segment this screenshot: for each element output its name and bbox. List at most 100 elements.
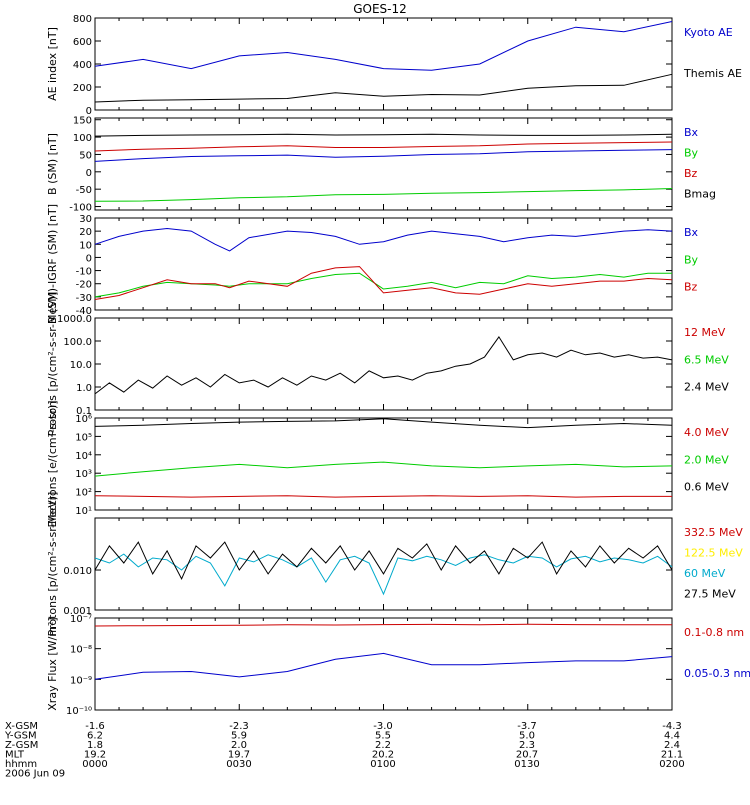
y-tick-label: 10³ — [75, 469, 92, 480]
footer-value: -4.3 — [662, 721, 682, 732]
y-tick-label: 0.1 — [76, 406, 92, 417]
series-line-0-6-mev — [94, 418, 673, 429]
footer-ephemeris: X-GSM -1.6 -2.3 -3.0 -3.7 -4.3 Y-GSM 6.2 5.9 5.5 5… — [4, 721, 685, 780]
y-axis-label: AE index [nT] — [46, 27, 59, 101]
footer-value: 0130 — [514, 759, 539, 770]
y-tick-label: -20 — [76, 280, 92, 291]
panel-6: 0.001 0.010 Protons [p/(cm²-s-sr-MeV)] 332.… — [46, 492, 743, 637]
y-tick-label: 0.001 — [63, 606, 92, 617]
y-tick-label: 10⁻⁹ — [70, 675, 92, 686]
y-tick-label: 10 — [79, 240, 92, 251]
legend-entry: Kyoto AE — [684, 26, 733, 39]
series-line-0-05-0-3-nm — [94, 652, 673, 680]
footer-row-label: Y-GSM — [4, 731, 37, 742]
legend-entry: 0.05-0.3 nm — [684, 667, 750, 680]
y-tick-label: -100 — [69, 203, 92, 214]
footer-row-label: hhmm — [5, 759, 37, 770]
footer-value: 5.5 — [375, 731, 391, 742]
panel-frame — [94, 117, 673, 211]
footer-row-label: Z-GSM — [5, 740, 38, 751]
legend-entry: Themis AE — [683, 67, 742, 80]
footer-value: 0200 — [659, 759, 684, 770]
footer-value: 0030 — [226, 759, 251, 770]
panel-1: 0 200 400 600 800 AE index [nT] Kyoto AE Themis… — [46, 14, 742, 117]
series-line-4-0-mev — [94, 495, 672, 498]
series-line-2-0-mev — [94, 461, 673, 477]
footer-value: 2.2 — [375, 740, 391, 751]
y-axis-label: Xray Flux [W/m²] — [46, 617, 59, 710]
panel-7: 10⁻¹⁰ 10⁻⁹ 10⁻⁸ 10⁻⁷ Xray Flux [W/m²] 0.1-0.8… — [46, 614, 750, 717]
y-axis-label: Protons [p/(cm²-s-sr-MeV)] — [46, 292, 59, 437]
y-tick-label: -40 — [76, 306, 92, 317]
series-line-themis-ae — [94, 73, 673, 103]
footer-value: 19.7 — [228, 750, 250, 761]
y-tick-label: 100 — [73, 133, 92, 144]
y-axis-label: Electrons [e/(cm²-s-sr)] — [46, 400, 59, 527]
y-tick-label: 0 — [86, 106, 92, 117]
footer-value: -3.0 — [373, 721, 393, 732]
y-tick-label: -50 — [76, 185, 92, 196]
panel-frame — [94, 517, 673, 611]
y-axis-label: Protons [p/(cm²-s-sr-MeV)] — [46, 492, 59, 637]
footer-value: 0100 — [370, 759, 395, 770]
y-tick-label: 800 — [73, 14, 92, 25]
y-tick-label: 10⁻⁸ — [70, 645, 92, 656]
footer-row-label: MLT — [5, 750, 25, 761]
series-line-bx — [94, 227, 673, 252]
y-tick-label: 10¹ — [75, 506, 92, 517]
panel-frame — [94, 217, 673, 311]
footer-value: 5.0 — [519, 731, 535, 742]
footer-value: 20.2 — [372, 750, 394, 761]
y-tick-label: 10⁴ — [75, 451, 92, 462]
y-tick-label: 1.0 — [76, 383, 92, 394]
footer-value: 0000 — [82, 759, 107, 770]
y-tick-label: 10⁶ — [75, 414, 92, 425]
footer-value: 4.4 — [664, 731, 680, 742]
legend-entry: Bz — [684, 167, 698, 180]
y-tick-label: 30 — [79, 214, 92, 225]
legend-entry: 4.0 MeV — [684, 426, 729, 439]
y-tick-label: 600 — [73, 37, 92, 48]
legend-entry: Bz — [684, 281, 698, 294]
y-tick-label: -30 — [76, 293, 92, 304]
legend-entry: 332.5 MeV — [684, 526, 743, 539]
footer-value: 2.4 — [664, 740, 680, 751]
y-tick-label: 400 — [73, 60, 92, 71]
series-line-kyoto-ae — [94, 21, 673, 71]
legend-entry: Bx — [684, 226, 699, 239]
legend-entry: 6.5 MeV — [684, 353, 729, 366]
series-line-bz — [94, 141, 673, 152]
footer-value: 2.3 — [519, 740, 535, 751]
legend-entry: 60 MeV — [684, 567, 726, 580]
y-tick-label: 10⁻⁷ — [70, 614, 92, 625]
y-axis-label: B (SM)-IGRF (SM) [nT] — [46, 204, 59, 324]
legend-entry: 122.5 MeV — [684, 547, 743, 560]
footer-value: 20.7 — [516, 750, 538, 761]
y-tick-label: 50 — [79, 150, 92, 161]
legend-entry: 12 MeV — [684, 326, 726, 339]
series-line-0-1-0-8-nm — [94, 623, 672, 627]
panel-frame — [94, 317, 673, 411]
y-tick-label: 10² — [75, 488, 92, 499]
series-line-by — [94, 188, 673, 202]
legend-entry: 0.1-0.8 nm — [684, 626, 744, 639]
footer-value: 21.1 — [661, 750, 683, 761]
legend-entry: 2.4 MeV — [684, 381, 729, 394]
footer-value: -1.6 — [85, 721, 105, 732]
legend-entry: Bmag — [684, 188, 716, 201]
y-tick-label: 1000.0 — [57, 314, 92, 325]
y-tick-label: 100.0 — [63, 337, 92, 348]
y-axis-label: B (SM) [nT] — [46, 133, 59, 195]
footer-value: 6.2 — [87, 731, 103, 742]
footer-value: 19.2 — [84, 750, 106, 761]
series-line-60-mev — [94, 553, 673, 596]
y-tick-label: 0 — [86, 253, 92, 264]
panel-2: -100 -50 0 50 100 150 B (SM) [nT] Bx By Bz Bmag — [46, 116, 716, 214]
series-line-bz — [94, 266, 673, 300]
legend-entry: Bx — [684, 126, 699, 139]
footer-value: -2.3 — [229, 721, 249, 732]
